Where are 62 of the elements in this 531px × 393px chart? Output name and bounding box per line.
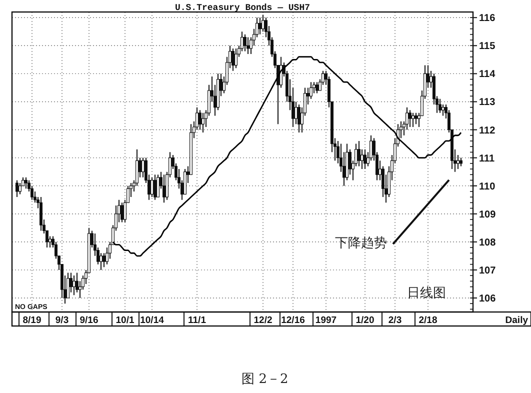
- candlestick: [258, 17, 262, 35]
- candlestick: [262, 14, 264, 32]
- candlestick: [150, 176, 154, 198]
- annotation: 下降趋势: [335, 236, 387, 251]
- y-tick-label: 113: [479, 97, 496, 108]
- candlestick: [72, 275, 76, 296]
- candlestick: [156, 174, 160, 198]
- y-tick-label: 106: [479, 293, 496, 304]
- candlestick: [298, 104, 300, 134]
- y-tick-label: 116: [479, 13, 496, 24]
- y-tick-label: 108: [479, 237, 496, 248]
- candlestick: [442, 104, 444, 116]
- candlestick: [244, 34, 246, 52]
- y-tick-label: 107: [479, 265, 496, 276]
- x-tick-label: 8/19: [22, 315, 42, 326]
- y-tick-label: 112: [479, 125, 496, 136]
- y-tick-label: 109: [479, 209, 496, 220]
- x-tick-label: 1997: [315, 315, 337, 326]
- candlestick: [438, 98, 442, 114]
- candlestick: [414, 112, 418, 125]
- candlestick: [18, 182, 22, 195]
- candlestick: [232, 48, 234, 72]
- candlestick: [364, 148, 366, 170]
- candlestick: [162, 174, 166, 204]
- x-tick-label: 2/3: [388, 315, 402, 326]
- candlestick: [412, 112, 414, 128]
- candlestick: [202, 112, 204, 134]
- candlestick: [408, 110, 412, 128]
- candlestick: [102, 252, 106, 268]
- candlestick: [142, 157, 144, 178]
- candlestick: [316, 82, 318, 94]
- caption: 图 2－2: [242, 372, 288, 387]
- line-series: [112, 56, 462, 257]
- x-tick-label: 10/1: [116, 315, 135, 326]
- candlestick: [40, 196, 42, 232]
- candlestick: [358, 140, 360, 167]
- text: Daily: [505, 315, 529, 326]
- y-tick-label: 111: [479, 153, 496, 164]
- x-tick-label: 11/1: [188, 315, 207, 326]
- x-tick-label: 2/18: [418, 315, 438, 326]
- candlestick: [456, 154, 460, 170]
- candlestick: [234, 48, 238, 69]
- x-tick-label: 9/3: [55, 315, 69, 326]
- candlestick: [100, 252, 102, 270]
- candlestick: [24, 176, 28, 190]
- y-tick-label: 110: [479, 181, 496, 192]
- candlestick: [360, 148, 364, 170]
- candlestick: [154, 174, 156, 200]
- annotation: 日线图: [407, 286, 446, 301]
- chart-title: U.S.Treasury Bonds — USH7: [174, 3, 310, 13]
- candlestick: [198, 110, 202, 130]
- x-tick-label: 12/16: [281, 315, 305, 326]
- y-tick-label: 114: [479, 69, 496, 80]
- y-tick-label: 115: [479, 41, 496, 52]
- candlestick: [120, 202, 124, 223]
- candlestick: [294, 101, 298, 125]
- x-tick-label: 1/20: [356, 315, 374, 326]
- x-tick-label: 12/2: [254, 315, 272, 326]
- x-tick-label: 10/14: [140, 315, 165, 326]
- x-tick-label: 9/16: [80, 315, 98, 326]
- candlestick: [16, 180, 18, 198]
- candlestick: [246, 36, 250, 55]
